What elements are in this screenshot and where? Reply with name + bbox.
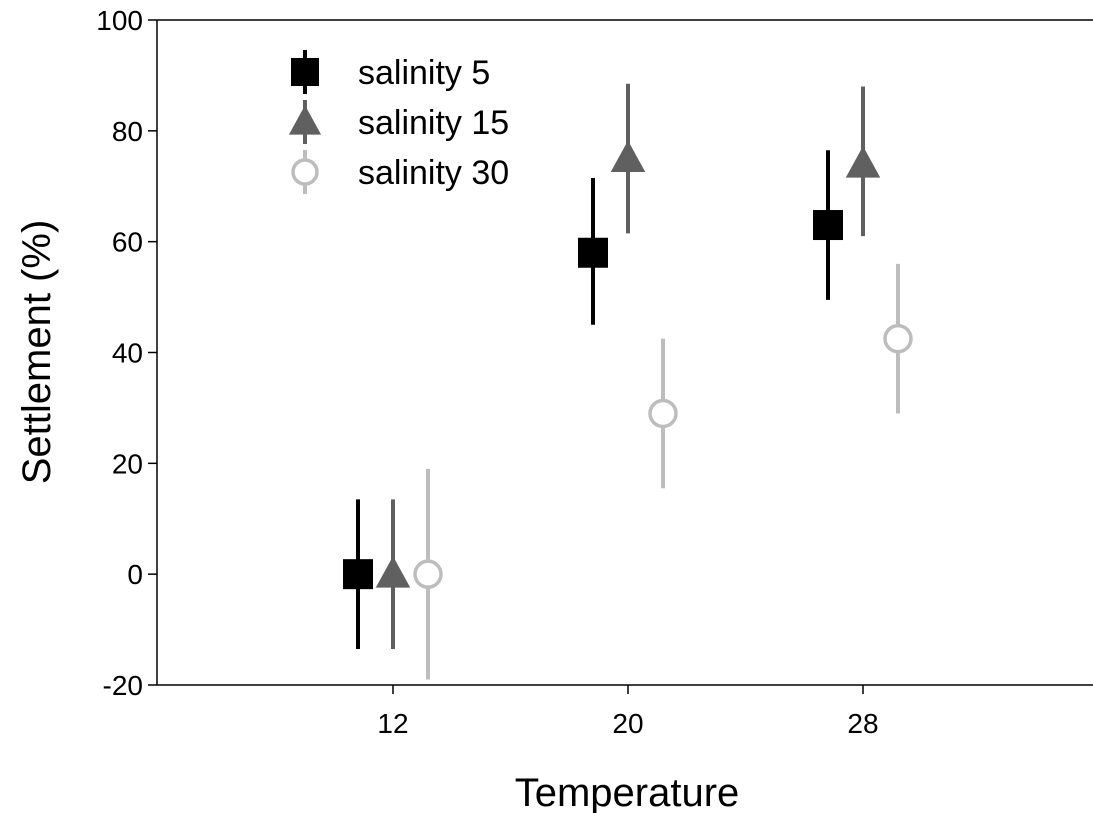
data-point (845, 146, 881, 178)
y-tick-label: 0 (127, 559, 143, 590)
y-tick-label: 100 (96, 5, 143, 36)
y-tick-label: -20 (103, 670, 143, 701)
data-point (413, 559, 443, 589)
legend-label: salinity 30 (358, 154, 509, 192)
y-tick-label: 80 (112, 116, 143, 147)
y-ticks: 100 80 60 40 20 0 -20 (96, 5, 157, 701)
series-group (375, 83, 881, 649)
series-group (343, 150, 843, 649)
plot-series (343, 83, 913, 680)
legend-marker (288, 105, 322, 135)
y-tick-label: 20 (112, 448, 143, 479)
data-point (610, 140, 646, 173)
data-point (883, 323, 913, 354)
x-axis-title: Temperature (515, 771, 740, 813)
legend-marker (291, 158, 319, 186)
y-tick-label: 40 (112, 338, 143, 369)
y-tick-label: 60 (112, 227, 143, 258)
x-ticks: 12 20 28 (377, 685, 879, 739)
data-point (648, 398, 678, 429)
x-tick-label: 20 (612, 708, 643, 739)
x-tick-label: 12 (377, 708, 408, 739)
legend-label: salinity 15 (358, 104, 509, 142)
data-point (343, 559, 373, 590)
y-axis-title: Settlement (%) (15, 220, 59, 485)
legend: salinity 5 salinity 15 salinity 30 (288, 50, 509, 194)
x-tick-label: 28 (847, 708, 878, 739)
legend-marker (291, 58, 319, 86)
data-point (578, 237, 608, 268)
data-point (813, 210, 843, 241)
legend-label: salinity 5 (358, 54, 490, 92)
series-group (413, 263, 913, 680)
data-point (375, 556, 411, 588)
